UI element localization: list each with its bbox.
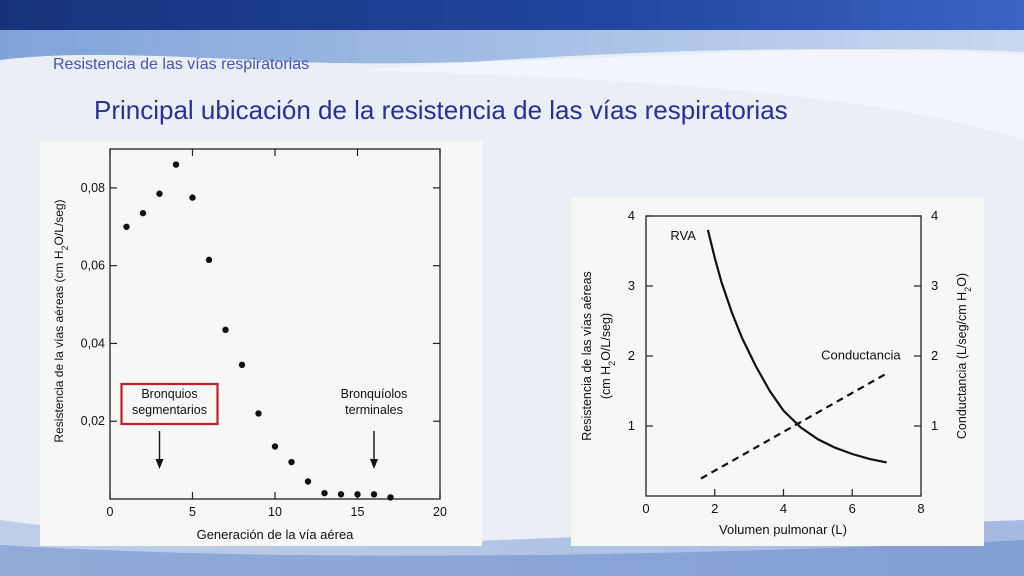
highlight-box (120, 382, 219, 426)
slide-subtitle: Resistencia de las vías respiratorias (53, 56, 310, 73)
x-tick-label: 4 (780, 501, 787, 516)
data-point (337, 491, 345, 498)
data-point (222, 326, 229, 334)
annotation-text: Bronquíolos (341, 387, 408, 401)
y-tick-label-right: 4 (931, 208, 938, 223)
data-point (288, 458, 295, 466)
y-tick-label: 0,06 (81, 259, 105, 273)
lung-volume-line-chart: 0 2 4 6 8 1 1 2 2 3 3 4 4 RVA Conductancia Volumen pu… (580, 208, 973, 537)
annotation-arrow-head (155, 459, 164, 469)
annotation-text: Bronquios (141, 387, 197, 401)
x-tick-label: 6 (849, 501, 856, 516)
annotation-segmentarios: Bronquios segmentarios (120, 382, 219, 469)
x-tick-label: 2 (711, 501, 718, 516)
series-label-0: RVA (670, 228, 696, 243)
series-line-1 (700, 372, 888, 480)
y-axis-label: Resistencia de la vías aéreas (cm H2O/L/… (52, 199, 70, 442)
data-point (370, 491, 378, 498)
x-tick-label: 0 (642, 501, 649, 516)
y-tick-label: 0,02 (81, 414, 105, 428)
y-tick-label-left: 2 (628, 348, 635, 363)
data-point (304, 478, 312, 485)
data-point (387, 494, 394, 501)
series-label-1: Conductancia (821, 348, 901, 363)
data-point (189, 194, 196, 201)
y-tick-label-left: 1 (628, 418, 635, 433)
right-y-axis-label: Conductancia (L/seg/cm H2O) (955, 273, 973, 439)
x-tick-label: 5 (189, 505, 196, 519)
annotation-arrow-head (370, 459, 378, 469)
y-tick-label-right: 2 (931, 348, 938, 363)
data-point (271, 443, 279, 450)
slide-title: Principal ubicación de la resistencia de… (94, 95, 788, 125)
data-point (354, 491, 361, 498)
data-point (156, 190, 163, 197)
x-tick-label: 8 (917, 501, 924, 516)
data-point (238, 361, 246, 369)
data-point (321, 489, 328, 497)
x-tick-label: 0 (107, 505, 114, 519)
y-tick-label: 0,08 (81, 181, 105, 195)
series-line-0 (706, 229, 887, 464)
y-tick-label-right: 1 (931, 418, 938, 433)
data-point (205, 256, 213, 264)
data-point (172, 161, 180, 168)
data-point (255, 410, 262, 417)
x-tick-label: 15 (351, 505, 365, 519)
y-tick-label: 0,04 (81, 336, 105, 350)
x-tick-label: 10 (268, 505, 282, 519)
y-tick-label-left: 3 (628, 278, 635, 293)
x-axis-label: Volumen pulmonar (L) (719, 522, 847, 537)
left-chart-panel: 0,02 0,04 0,06 0,08 0 5 10 15 20 Bronquios segme… (40, 141, 482, 546)
data-point (123, 223, 130, 230)
left-y-axis-unit: (cm H2O/L/seg) (599, 313, 617, 399)
y-tick-label-left: 4 (628, 208, 635, 223)
x-axis-label: Generación de la vía aérea (197, 527, 355, 542)
annotation-text: segmentarios (132, 403, 207, 417)
annotation-terminales: Bronquíolos terminales (341, 387, 408, 469)
y-tick-label-right: 3 (931, 278, 938, 293)
right-chart-panel: 0 2 4 6 8 1 1 2 2 3 3 4 4 RVA Conductancia Volumen pu… (571, 198, 984, 546)
x-tick-label: 20 (433, 505, 447, 519)
airway-generation-scatter-chart: 0,02 0,04 0,06 0,08 0 5 10 15 20 Bronquios segme… (52, 148, 447, 542)
data-point (139, 209, 147, 217)
left-y-axis-label: Resistencia de las vías aéreas (580, 271, 594, 441)
annotation-text: terminales (345, 403, 403, 417)
